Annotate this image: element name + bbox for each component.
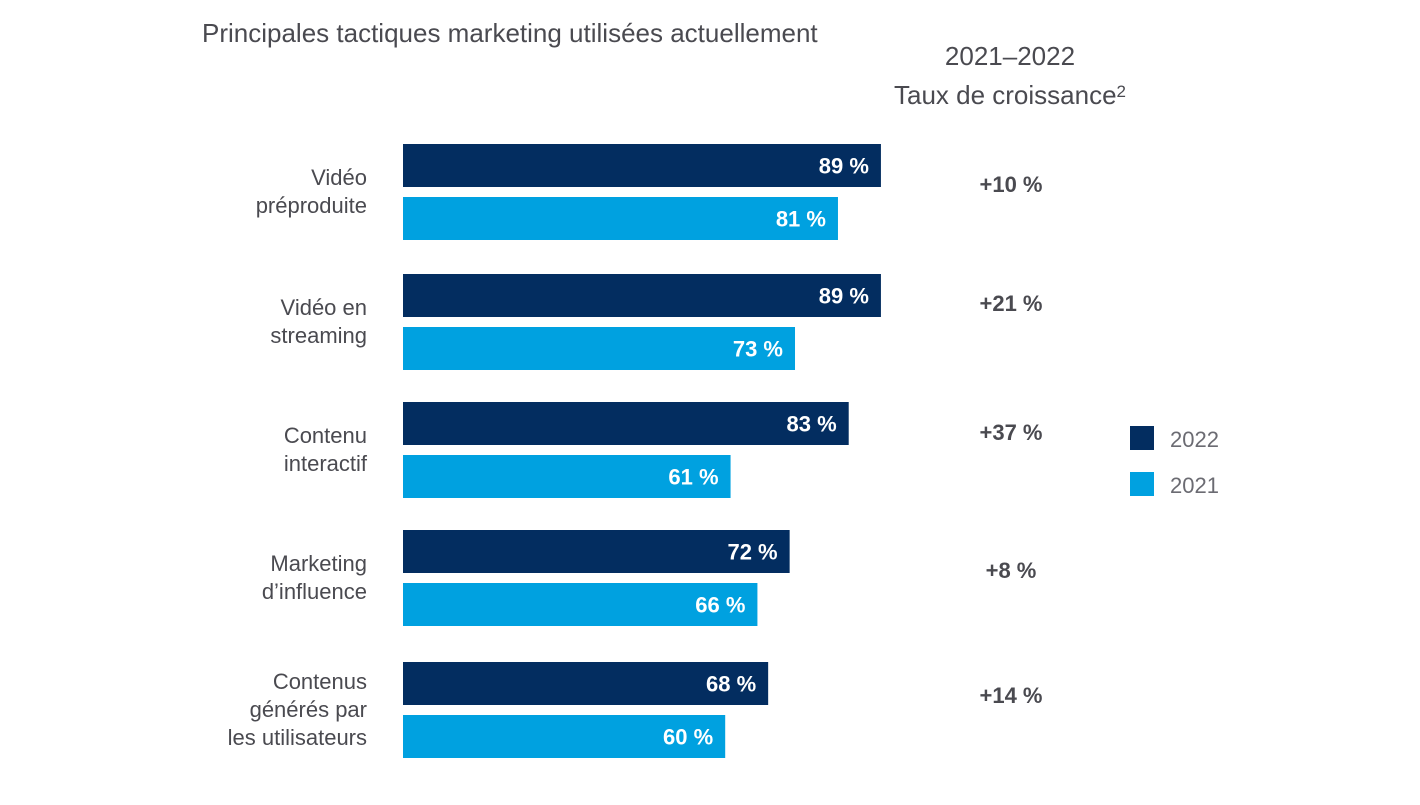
- growth-rate-value: +8 %: [986, 558, 1037, 583]
- bar-value-label: 72 %: [727, 540, 777, 565]
- bar-value-label: 81 %: [776, 207, 826, 232]
- bar-value-label: 89 %: [819, 284, 869, 309]
- bar-2022: [403, 662, 769, 705]
- bar-value-label: 89 %: [819, 154, 869, 179]
- category-label: les utilisateurs: [228, 725, 367, 750]
- growth-rate-value: +10 %: [980, 172, 1043, 197]
- category-label: Marketing: [270, 551, 367, 576]
- bar-2021: [403, 455, 731, 498]
- bar-2021: [403, 197, 838, 240]
- growth-rate-value: +21 %: [980, 291, 1043, 316]
- category-label: Contenu: [284, 423, 367, 448]
- bar-2021: [403, 715, 726, 758]
- bar-value-label: 61 %: [668, 465, 718, 490]
- bar-value-label: 66 %: [695, 593, 745, 618]
- bar-2022: [403, 144, 881, 187]
- bar-2022: [403, 274, 881, 317]
- category-label: préproduite: [256, 193, 367, 218]
- category-label: Vidéo: [311, 165, 367, 190]
- growth-rate-value: +14 %: [980, 683, 1043, 708]
- legend-label: 2022: [1170, 427, 1219, 452]
- bar-2022: [403, 402, 849, 445]
- category-label: d’influence: [262, 579, 367, 604]
- category-label: Contenus: [273, 669, 367, 694]
- growth-period: 2021–2022: [944, 41, 1076, 71]
- chart-title: Principales tactiques marketing utilisée…: [202, 18, 818, 48]
- growth-rate-value: +37 %: [980, 420, 1043, 445]
- bar-2021: [403, 327, 796, 370]
- legend-swatch-2022: [1130, 426, 1154, 450]
- bar-2022: [403, 530, 790, 573]
- category-label: Vidéo en: [281, 295, 367, 320]
- legend-label: 2021: [1170, 473, 1219, 498]
- growth-header-label: Taux de croissance: [893, 80, 1117, 110]
- category-label: streaming: [270, 323, 367, 348]
- bar-value-label: 83 %: [787, 412, 837, 437]
- bar-2021: [403, 583, 758, 626]
- growth-rate-header: 2021–2022 Taux de croissance2: [870, 38, 1150, 113]
- category-label: générés par: [250, 697, 367, 722]
- legend-swatch-2021: [1130, 472, 1154, 496]
- footnote-marker: 2: [1116, 82, 1127, 101]
- category-label: interactif: [284, 451, 368, 476]
- bar-value-label: 73 %: [733, 337, 783, 362]
- bar-value-label: 60 %: [663, 725, 713, 750]
- bar-value-label: 68 %: [706, 672, 756, 697]
